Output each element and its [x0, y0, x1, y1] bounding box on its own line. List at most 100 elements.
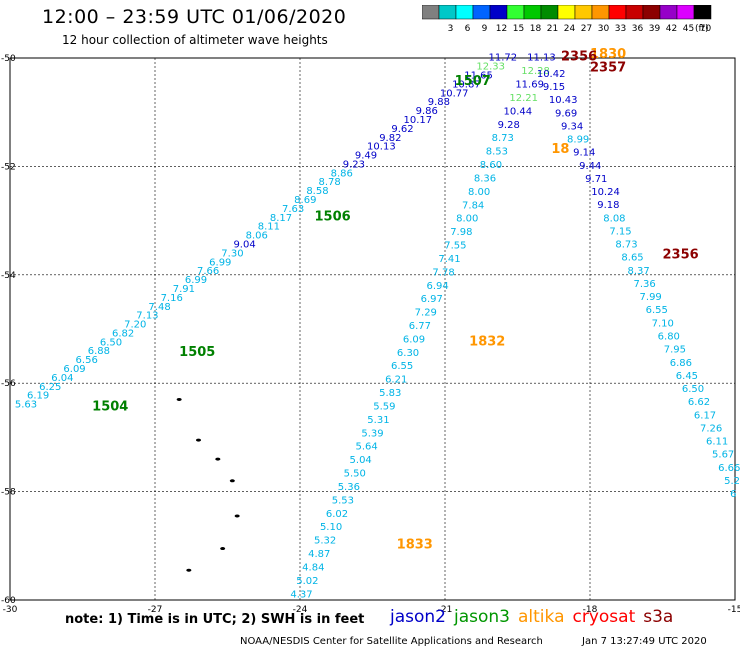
swh-track2-value: 6.21 [385, 375, 407, 386]
swh-track2-value: 5.50 [344, 469, 366, 480]
swh-track2-value: 4.87 [308, 549, 330, 560]
swh-track2-value: 7.84 [462, 200, 484, 211]
colorbar-tick-label: 30 [598, 24, 610, 34]
satellite-legend: jason2 jason3 altika cryosat s3a [390, 607, 681, 627]
swh-track1-value: 11.65 [464, 70, 493, 81]
colorbar-unit: (ft) [695, 24, 709, 34]
swh-track1-value: 6.56 [76, 355, 98, 366]
colorbar-tick-label: 6 [465, 24, 471, 34]
colorbar-tick-label: 39 [649, 24, 661, 34]
swh-track3-value: 6.50 [682, 384, 704, 395]
swh-track2-value: 8.73 [492, 133, 514, 144]
longitude-tick-label: -18 [583, 605, 598, 615]
swh-track1-value: 7.20 [124, 320, 146, 331]
pass-time-label: 1505 [179, 345, 215, 360]
swh-track3-value: 6.11 [706, 437, 728, 448]
swh-track3-value: 8.73 [615, 240, 637, 251]
swh-track1-value: 6.25 [39, 382, 61, 393]
swh-track2-value: 5.32 [314, 536, 336, 547]
island-shape [234, 514, 240, 518]
swh-track1-value: 9.82 [379, 133, 401, 144]
swh-track2-value: 8.00 [456, 214, 478, 225]
swh-track3-value: 6.62 [688, 397, 710, 408]
colorbar-tick-label: 21 [547, 24, 558, 34]
island-shape [220, 547, 226, 551]
swh-track2-value: 6.55 [391, 361, 413, 372]
swh-track2-value: 5.02 [296, 576, 318, 587]
longitude-tick-label: -27 [148, 605, 163, 615]
swh-track2-value: 6.94 [427, 281, 449, 292]
longitude-tick-label: -24 [293, 605, 308, 615]
swh-track1-value: 8.17 [270, 213, 292, 224]
swh-track1-value: 7.66 [197, 266, 219, 277]
swh-track2-value: 6.77 [409, 321, 431, 332]
swh-track3-value: 9.69 [555, 108, 577, 119]
swh-track3-value: 5.2 [724, 476, 740, 487]
swh-track3-value: 10.24 [591, 187, 620, 198]
swh-track1-value: 11.72 [489, 53, 518, 64]
swh-track3-value: 9.14 [573, 148, 595, 159]
swh-track2-value: 10.44 [503, 106, 532, 117]
credit-text: NOAA/NESDIS Center for Satellite Applica… [240, 636, 543, 647]
swh-track3-value: 10.42 [537, 69, 566, 80]
swh-track1-value: 12.33 [476, 62, 505, 73]
swh-track2-value: 8.00 [468, 187, 490, 198]
pass-time-label: 2356 [561, 50, 597, 65]
swh-track2-value: 6.09 [403, 334, 425, 345]
swh-track2-value: 12.21 [509, 93, 538, 104]
swh-track1-value: 7.13 [136, 311, 158, 322]
legend-cryosat: cryosat [572, 607, 636, 627]
swh-track2-value: 11.13 [527, 53, 556, 64]
swh-track2-value: 9.28 [498, 120, 520, 131]
colorbar-swatch [693, 5, 712, 20]
colorbar-tick-label: 18 [530, 24, 542, 34]
colorbar-tick-label: 36 [632, 24, 644, 34]
island-shape [229, 479, 235, 483]
swh-track2-value: 8.36 [474, 173, 496, 184]
latitude-tick-label: -58 [1, 488, 16, 498]
swh-track2-value: 8.60 [480, 160, 502, 171]
island-shape [176, 397, 182, 401]
colorbar-tick-label: 12 [496, 24, 507, 34]
swh-track1-value: 6.09 [63, 364, 85, 375]
swh-track1-value: 6.50 [100, 337, 122, 348]
swh-track1-value: 6.99 [185, 275, 207, 286]
pass-time-label: 1830 [590, 47, 626, 62]
longitude-tick-label: -21 [438, 605, 453, 615]
swh-track3-value: 5.67 [712, 450, 734, 461]
swh-track1-value: 10.87 [452, 79, 481, 90]
latitude-tick-label: -56 [1, 379, 16, 389]
swh-track2-value: 7.98 [450, 227, 472, 238]
swh-track2-value: 8.53 [486, 147, 508, 158]
swh-track3-value: 6.66 [718, 463, 740, 474]
swh-track1-value: 6.99 [209, 257, 231, 268]
pass-time-label: 1833 [397, 538, 433, 553]
pass-time-label: 2356 [663, 248, 699, 263]
swh-track2-value: 5.64 [355, 442, 377, 453]
swh-track3-value: 6.17 [694, 410, 716, 421]
swh-track3-value: 7.95 [664, 345, 686, 356]
longitude-tick-label: -30 [3, 605, 18, 615]
swh-track3-value: 9.34 [561, 121, 583, 132]
swh-track1-value: 7.63 [282, 204, 304, 215]
swh-track1-value: 8.11 [258, 222, 280, 233]
legend-s3a: s3a [643, 607, 674, 627]
pass-time-label: 1506 [315, 210, 351, 225]
swh-track3-value: 7.26 [700, 423, 722, 434]
swh-track2-value: 5.53 [332, 495, 354, 506]
swh-track2-value: 6.97 [421, 294, 443, 305]
swh-track3-value: 6.45 [676, 371, 698, 382]
legend-jason2: jason2 [390, 607, 446, 627]
swh-track1-value: 9.86 [416, 106, 438, 117]
swh-track1-value: 6.88 [88, 346, 110, 357]
swh-track2-value: 7.55 [444, 241, 466, 252]
swh-track3-value: 9.44 [579, 161, 601, 172]
footer-note: note: 1) Time is in UTC; 2) SWH is in fe… [65, 612, 365, 627]
swh-track3-value: 8.37 [627, 266, 649, 277]
generated-timestamp: Jan 7 13:27:49 UTC 2020 [582, 636, 707, 647]
swh-track1-value: 6.19 [27, 391, 49, 402]
swh-track2-value: 7.41 [438, 254, 460, 265]
pass-time-label: 1832 [469, 334, 505, 349]
swh-track3-value: 8.08 [603, 213, 625, 224]
map-subtitle: 12 hour collection of altimeter wave hei… [62, 33, 328, 47]
